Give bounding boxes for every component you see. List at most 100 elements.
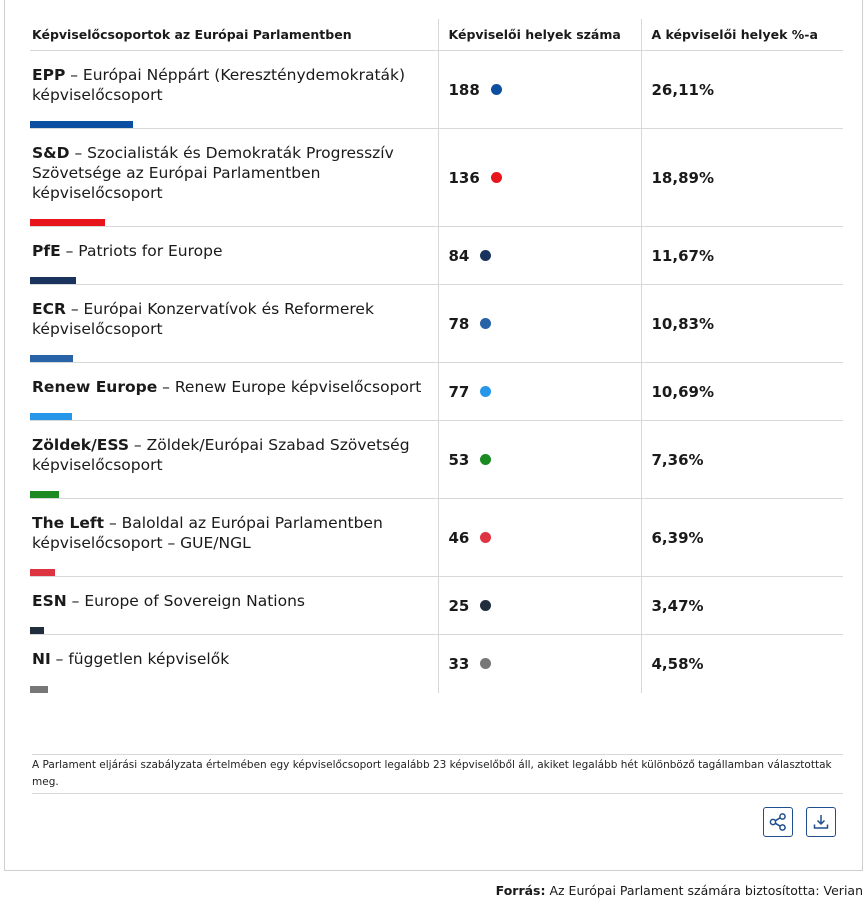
group-color-bar — [30, 277, 76, 284]
percent-value: 6,39% — [651, 528, 704, 547]
percent-cell: 3,47% — [640, 576, 843, 635]
table-row: ESN – Europe of Sovereign Nations 25 3,47% — [30, 576, 843, 635]
table-header-row: Képviselőcsoportok az Európai Parlamentb… — [30, 19, 843, 51]
download-icon — [813, 815, 829, 829]
source-credit: Forrás: Az Európai Parlament számára biz… — [496, 883, 863, 898]
group-color-dot — [480, 250, 492, 261]
group-full-name: – Renew Europe képviselőcsoport — [157, 378, 422, 396]
percent-value: 7,36% — [651, 450, 704, 469]
seats-cell: 188 — [437, 50, 641, 129]
results-card: Képviselőcsoportok az Európai Parlamentb… — [4, 0, 863, 871]
table-row: S&D – Szocialisták és Demokraták Progres… — [30, 128, 843, 227]
group-cell: S&D – Szocialisták és Demokraták Progres… — [30, 128, 438, 227]
group-full-name: – Zöldek/Európai Szabad Szövetség képvis… — [32, 436, 410, 474]
header-group: Képviselőcsoportok az Európai Parlamentb… — [30, 19, 438, 51]
seats-cell: 46 — [437, 498, 641, 577]
seats-value: 84 — [448, 246, 470, 265]
seats-cell: 78 — [437, 284, 641, 363]
seats-value-wrap: 78 — [449, 315, 492, 333]
group-name: S&D – Szocialisták és Demokraták Progres… — [30, 129, 438, 203]
header-seats: Képviselői helyek száma — [437, 19, 641, 51]
seats-cell: 33 — [437, 634, 641, 693]
group-full-name: – Europe of Sovereign Nations — [66, 592, 305, 610]
source-text: Az Európai Parlament számára biztosított… — [545, 883, 863, 898]
group-name: The Left – Baloldal az Európai Parlament… — [30, 499, 438, 553]
group-full-name: – Baloldal az Európai Parlamentben képvi… — [32, 514, 383, 552]
group-full-name: – Patriots for Europe — [60, 242, 223, 260]
seats-value-wrap: 136 — [449, 169, 502, 187]
group-abbr: PfE — [32, 242, 61, 260]
table-row: The Left – Baloldal az Európai Parlament… — [30, 498, 843, 577]
seats-cell: 84 — [437, 226, 641, 285]
group-name: NI – független képviselők — [30, 635, 438, 669]
group-name: ESN – Europe of Sovereign Nations — [30, 577, 438, 611]
seats-value-wrap: 53 — [449, 451, 492, 469]
percent-cell: 18,89% — [640, 128, 843, 227]
percent-value: 4,58% — [651, 654, 704, 673]
group-color-bar — [30, 569, 55, 576]
footnote: A Parlament eljárási szabályzata értelmé… — [32, 754, 843, 794]
table-row: PfE – Patriots for Europe 84 11,67% — [30, 226, 843, 285]
group-full-name: – Szocialisták és Demokraták Progresszív… — [32, 144, 394, 202]
header-percent: A képviselői helyek %-a — [640, 19, 843, 51]
group-color-dot — [480, 386, 492, 397]
percent-cell: 4,58% — [640, 634, 843, 693]
group-cell: NI – független képviselők — [30, 635, 438, 693]
percent-cell: 26,11% — [640, 50, 843, 129]
table-row: Zöldek/ESS – Zöldek/Európai Szabad Szöve… — [30, 420, 843, 499]
group-color-dot — [480, 532, 492, 543]
group-color-dot — [480, 658, 492, 670]
download-button[interactable] — [806, 807, 836, 837]
seats-value-wrap: 46 — [449, 529, 492, 547]
share-icon — [769, 813, 786, 831]
source-label: Forrás: — [495, 883, 546, 898]
percent-cell: 10,83% — [640, 284, 843, 363]
group-cell: Zöldek/ESS – Zöldek/Európai Szabad Szöve… — [30, 420, 438, 499]
group-color-dot — [480, 454, 492, 465]
group-cell: EPP – Európai Néppárt (Kereszténydemokra… — [30, 50, 438, 129]
group-cell: The Left – Baloldal az Európai Parlament… — [30, 498, 438, 577]
percent-cell: 11,67% — [640, 226, 843, 285]
seats-value-wrap: 25 — [449, 597, 492, 615]
group-full-name: – Európai Konzervatívok és Reformerek ké… — [32, 300, 374, 338]
group-cell: PfE – Patriots for Europe — [30, 226, 438, 285]
group-abbr: Renew Europe — [32, 378, 158, 396]
group-color-dot — [490, 84, 502, 95]
group-abbr: S&D — [32, 144, 70, 162]
group-color-bar — [30, 627, 44, 634]
group-name: ECR – Európai Konzervatívok és Reformere… — [30, 285, 438, 339]
seats-value: 53 — [448, 450, 470, 469]
group-name: Renew Europe – Renew Europe képviselőcso… — [30, 363, 438, 397]
group-name: Zöldek/ESS – Zöldek/Európai Szabad Szöve… — [30, 421, 438, 475]
seats-value: 33 — [448, 654, 470, 673]
seats-value: 188 — [448, 80, 480, 99]
table-row: EPP – Európai Néppárt (Kereszténydemokra… — [30, 50, 843, 129]
seats-value-wrap: 77 — [449, 383, 492, 401]
group-cell: Renew Europe – Renew Europe képviselőcso… — [30, 362, 438, 421]
percent-cell: 7,36% — [640, 420, 843, 499]
group-color-dot — [480, 318, 492, 329]
percent-value: 26,11% — [651, 80, 714, 99]
group-color-bar — [30, 491, 59, 498]
percent-value: 18,89% — [651, 168, 714, 187]
seats-value-wrap: 188 — [449, 81, 502, 99]
table-row: ECR – Európai Konzervatívok és Reformere… — [30, 284, 843, 363]
seats-value-wrap: 33 — [449, 655, 492, 673]
percent-cell: 6,39% — [640, 498, 843, 577]
group-name: PfE – Patriots for Europe — [30, 227, 438, 261]
percent-value: 3,47% — [651, 596, 704, 615]
table-row: NI – független képviselők 33 4,58% — [30, 634, 843, 693]
share-button[interactable] — [763, 807, 793, 837]
seats-value: 77 — [448, 382, 470, 401]
seats-value: 46 — [448, 528, 470, 547]
seats-cell: 25 — [437, 576, 641, 635]
group-name: EPP – Európai Néppárt (Kereszténydemokra… — [30, 51, 438, 105]
group-abbr: EPP — [32, 66, 66, 84]
group-abbr: ESN — [32, 592, 67, 610]
seats-value-wrap: 84 — [449, 247, 492, 265]
seats-value: 136 — [448, 168, 480, 187]
percent-value: 11,67% — [651, 246, 714, 265]
group-color-bar — [30, 219, 105, 226]
percent-cell: 10,69% — [640, 362, 843, 421]
group-color-dot — [480, 600, 492, 611]
